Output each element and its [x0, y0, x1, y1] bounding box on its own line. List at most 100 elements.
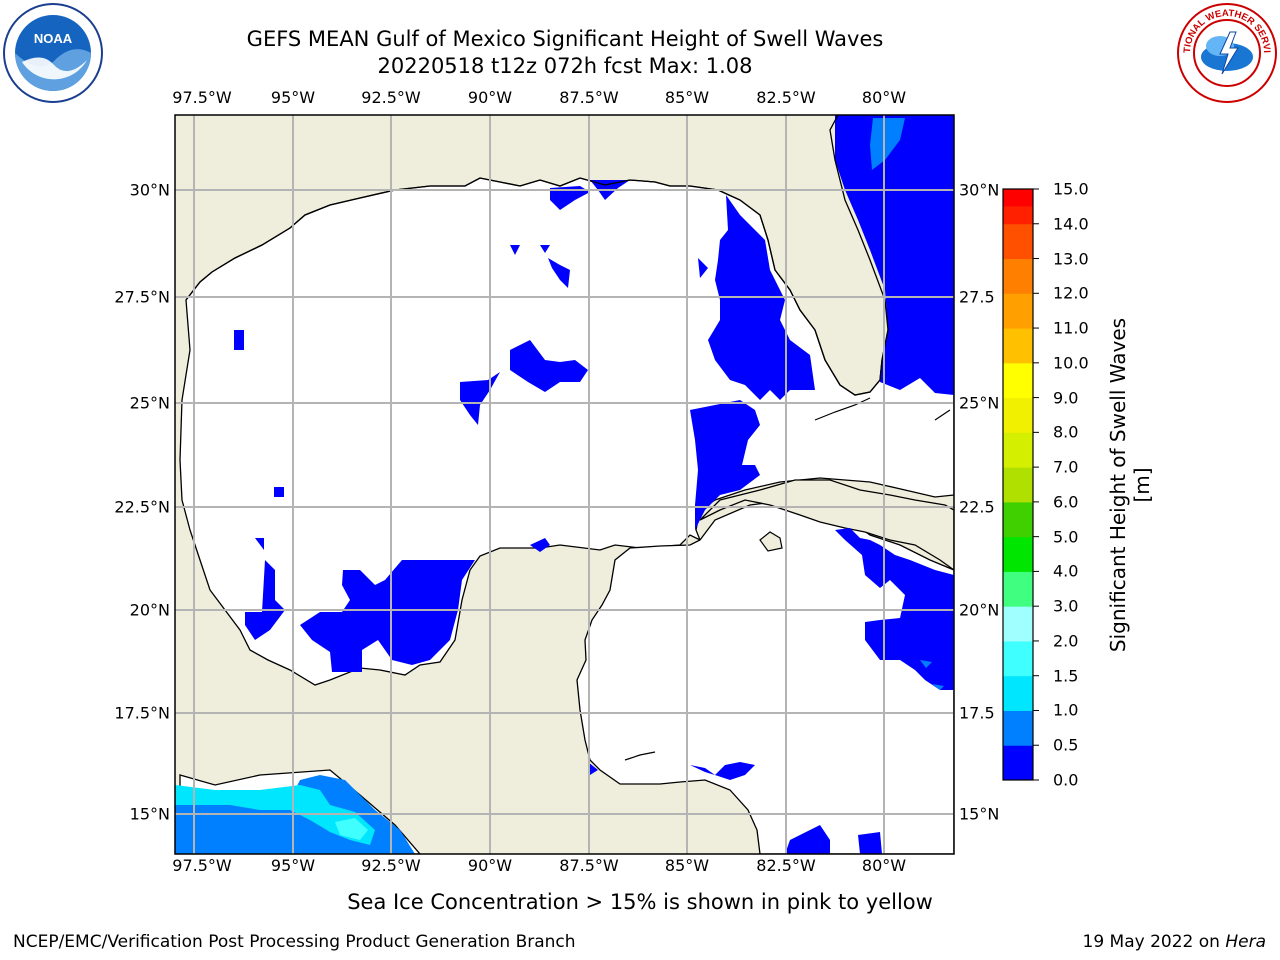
cayman-coast [624, 751, 656, 761]
footer-host: Hera [1225, 932, 1266, 952]
lat-tick-left: 17.5°N [114, 703, 170, 723]
lon-tick-top: 80°W [861, 88, 907, 107]
swell-patch [835, 528, 954, 690]
lat-tick-left: 30°N [129, 180, 170, 200]
lat-tick-right: 25°N [959, 393, 1000, 413]
colorbar-band [1003, 397, 1033, 433]
colorbar-label: Significant Height of Swell Waves [m] [1106, 317, 1154, 653]
colorbar-band [1003, 710, 1033, 746]
swell-patch [510, 340, 588, 392]
colorbar-band [1003, 675, 1033, 711]
colorbar-tick-label: 3.0 [1053, 596, 1079, 616]
colorbar-band [1003, 432, 1033, 468]
swell-height-fill [175, 115, 954, 854]
swell-patch [300, 560, 475, 672]
lon-tick-top: 82.5°W [756, 88, 816, 107]
lat-tick-right: 15°N [959, 804, 1000, 824]
footer-branch: NCEP/EMC/Verification Post Processing Pr… [13, 932, 576, 952]
footer-date: 19 May 2022 on Hera [1083, 932, 1267, 952]
colorbar-band [1003, 293, 1033, 329]
swell-patch [530, 538, 550, 552]
noaa-logo: NOAA [2, 2, 104, 104]
lon-tick-bottom: 97.5°W [172, 856, 232, 875]
colorbar-tick-label: 14.0 [1053, 214, 1089, 234]
lon-tick-bottom: 90°W [467, 856, 513, 875]
sea-ice-note: Sea Ice Concentration > 15% is shown in … [347, 890, 933, 914]
swell-patch [835, 115, 954, 395]
lon-tick-bottom: 92.5°W [361, 856, 421, 875]
swell-patch [274, 487, 284, 497]
nws-logo: NATIONAL WEATHER SERVICE [1173, 0, 1278, 104]
swell-patch [175, 785, 375, 845]
colorbar-band [1003, 640, 1033, 677]
swell-patch [550, 186, 590, 210]
lon-tick-top: 85°W [664, 88, 710, 107]
colorbar-frame [1002, 188, 1034, 781]
colorbar-tick-label: 11.0 [1053, 318, 1089, 338]
colorbar-band [1003, 258, 1033, 294]
lon-tick-top: 92.5°W [361, 88, 421, 107]
florida-keys [814, 397, 871, 421]
colorbar-band [1003, 467, 1033, 503]
swell-patch [234, 330, 244, 350]
lon-tick-bottom: 82.5°W [756, 856, 816, 875]
colorbar-tick-label: 4.0 [1053, 561, 1079, 581]
lat-tick-left: 15°N [129, 804, 170, 824]
swell-patch [698, 258, 708, 278]
colorbar-band [1003, 328, 1033, 364]
colorbar-band [1003, 223, 1033, 260]
colorbar-tick-label: 0.0 [1053, 770, 1079, 790]
swell-patch [870, 118, 905, 170]
lon-tick-top: 95°W [270, 88, 316, 107]
swell-patch [690, 400, 760, 530]
swell-patch [548, 258, 570, 288]
swell-patch [335, 818, 368, 840]
lon-tick-bottom: 95°W [270, 856, 316, 875]
lon-tick-top: 87.5°W [559, 88, 619, 107]
lat-tick-left: 27.5°N [114, 287, 170, 307]
lon-tick-bottom: 85°W [664, 856, 710, 875]
colorbar-band [1003, 606, 1033, 642]
colorbar-tick-label: 1.5 [1053, 666, 1079, 686]
footer-date-text: 19 May 2022 on [1082, 932, 1226, 952]
lat-tick-left: 25°N [129, 393, 170, 413]
colorbar-tick-label: 5.0 [1053, 527, 1079, 547]
lon-tick-top: 90°W [467, 88, 513, 107]
colorbar-band [1003, 501, 1033, 538]
map-frame [174, 114, 955, 855]
lon-tick-bottom: 80°W [861, 856, 907, 875]
florida-coastline [717, 115, 889, 396]
chart-title: GEFS MEAN Gulf of Mexico Significant Hei… [246, 27, 884, 51]
gulf-coastline [185, 177, 719, 301]
chart-subtitle: 20220518 t12z 072h fcst Max: 1.08 [377, 54, 753, 78]
lat-tick-left: 20°N [129, 600, 170, 620]
colorbar-tick-label: 1.0 [1053, 700, 1079, 720]
swell-patch [785, 825, 882, 854]
swell-patch [510, 245, 550, 255]
map-gridlines [175, 115, 954, 854]
colorbar-band [1003, 536, 1033, 572]
lat-tick-right: 20°N [959, 600, 1000, 620]
colorbar-tick-label: 8.0 [1053, 422, 1079, 442]
lat-tick-right: 17.5 [959, 703, 995, 723]
swell-patch [255, 538, 264, 550]
lat-tick-right: 30°N [959, 180, 1000, 200]
colorbar-tick-label: 7.0 [1053, 457, 1079, 477]
colorbar-band [1003, 362, 1033, 399]
swell-patch [920, 660, 944, 690]
lon-tick-top: 97.5°W [172, 88, 232, 107]
colorbar-tick-label: 10.0 [1053, 353, 1089, 373]
colorbar-tick-label: 13.0 [1053, 249, 1089, 269]
noaa-logo-text: NOAA [34, 31, 73, 46]
lat-tick-left: 22.5°N [114, 497, 170, 517]
colorbar-band [1003, 571, 1033, 607]
colorbar-tick-label: 15.0 [1053, 179, 1089, 199]
lat-tick-right: 27.5 [959, 287, 995, 307]
colorbar-band [1003, 189, 1033, 207]
swell-patch [588, 762, 755, 780]
swell-patch [245, 560, 285, 640]
colorbar-tick-label: 2.0 [1053, 631, 1079, 651]
colorbar-tick-label: 9.0 [1053, 388, 1079, 408]
